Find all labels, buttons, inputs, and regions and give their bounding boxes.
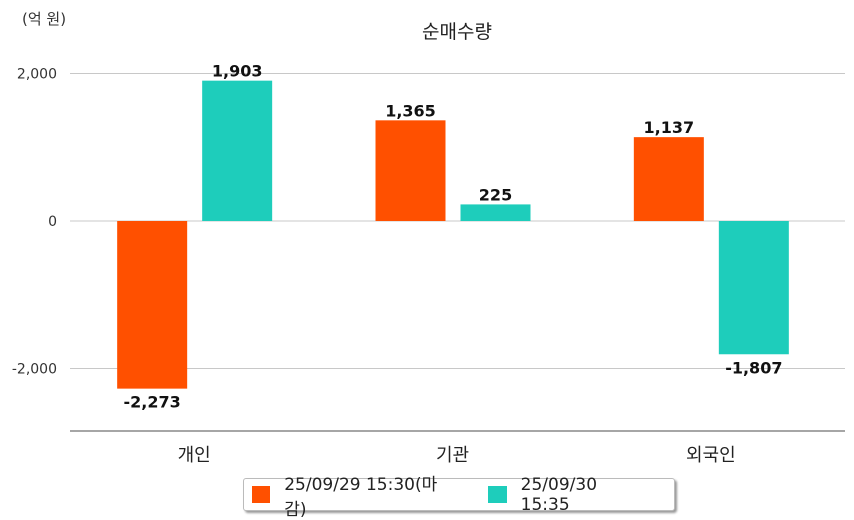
- legend-item-series-2[interactable]: 25/09/30 15:35: [488, 475, 646, 515]
- data-label: -1,807: [725, 358, 782, 377]
- x-tick-label: 개인: [178, 445, 211, 466]
- y-tick-label: 2,000: [17, 67, 57, 83]
- unit-label: (억 원): [22, 10, 66, 28]
- chart-title: 순매수량: [422, 21, 492, 43]
- bar-1: [633, 137, 704, 221]
- y-tick-label: 0: [48, 214, 57, 230]
- bar-1: [117, 221, 188, 389]
- data-label: 1,903: [212, 62, 263, 81]
- y-tick-label: -2,000: [12, 362, 57, 378]
- bar-2: [202, 80, 273, 221]
- data-label: 1,137: [644, 118, 695, 137]
- data-label: 1,365: [385, 101, 436, 120]
- legend-label: 25/09/30 15:35: [520, 474, 598, 515]
- data-label: 225: [479, 185, 512, 204]
- legend-label: 25/09/29 15:30(마감): [284, 474, 438, 520]
- bar-2: [460, 204, 531, 221]
- legend-item-series-1[interactable]: 25/09/29 15:30(마감): [252, 470, 452, 520]
- x-tick-label: 외국인: [686, 445, 736, 466]
- legend: 25/09/29 15:30(마감) 25/09/30 15:35: [243, 475, 675, 520]
- x-tick-label: 기관: [436, 445, 469, 466]
- legend-swatch: [488, 486, 507, 503]
- bar-1: [375, 120, 446, 221]
- legend-swatch: [252, 486, 271, 503]
- bar-2: [718, 221, 789, 355]
- data-label: -2,273: [124, 393, 181, 412]
